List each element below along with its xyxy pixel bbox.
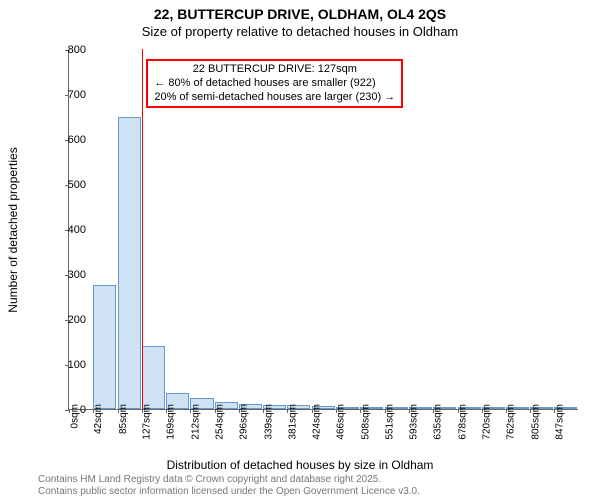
annotation-line-3: 20% of semi-detached houses are larger (… (154, 91, 395, 105)
x-tick-label: 381sqm (287, 404, 298, 440)
x-tick-label: 424sqm (312, 404, 323, 440)
y-tick-label: 500 (46, 179, 86, 191)
y-tick-label: 100 (46, 359, 86, 371)
x-tick-label: 296sqm (239, 404, 250, 440)
x-tick-label: 466sqm (336, 404, 347, 440)
annotation-box: 22 BUTTERCUP DRIVE: 127sqm← 80% of detac… (146, 59, 403, 108)
chart-title-main: 22, BUTTERCUP DRIVE, OLDHAM, OL4 2QS (0, 6, 600, 22)
x-axis-label: Distribution of detached houses by size … (0, 458, 600, 472)
y-tick-label: 700 (46, 89, 86, 101)
chart-title-sub: Size of property relative to detached ho… (0, 24, 600, 39)
y-tick-label: 400 (46, 224, 86, 236)
x-tick-label: 762sqm (506, 404, 517, 440)
x-tick-label: 678sqm (458, 404, 469, 440)
chart-plot-area: 0sqm42sqm85sqm127sqm169sqm212sqm254sqm29… (68, 50, 578, 410)
y-tick-label: 600 (46, 134, 86, 146)
chart-title-block: 22, BUTTERCUP DRIVE, OLDHAM, OL4 2QS Siz… (0, 0, 600, 39)
annotation-line-2: ← 80% of detached houses are smaller (92… (154, 77, 395, 91)
x-tick-label: 254sqm (215, 404, 226, 440)
x-tick-label: 720sqm (482, 404, 493, 440)
histogram-bar (118, 117, 141, 410)
x-tick-label: 85sqm (118, 404, 129, 434)
x-tick-label: 339sqm (263, 404, 274, 440)
highlight-line (142, 49, 143, 409)
y-axis-label: Number of detached properties (6, 147, 20, 312)
footer-line-1: Contains HM Land Registry data © Crown c… (38, 474, 420, 486)
histogram-bar (142, 346, 165, 409)
x-tick-label: 508sqm (360, 404, 371, 440)
y-tick-label: 200 (46, 314, 86, 326)
x-tick-label: 593sqm (409, 404, 420, 440)
x-tick-label: 127sqm (142, 404, 153, 440)
x-tick-label: 551sqm (385, 404, 396, 440)
histogram-bar (93, 285, 116, 409)
y-tick-label: 800 (46, 44, 86, 56)
x-tick-label: 169sqm (166, 404, 177, 440)
annotation-line-1: 22 BUTTERCUP DRIVE: 127sqm (154, 63, 395, 77)
x-tick-label: 635sqm (433, 404, 444, 440)
x-tick-label: 42sqm (93, 404, 104, 434)
y-tick-label: 300 (46, 269, 86, 281)
x-tick-label: 805sqm (530, 404, 541, 440)
y-tick-label: 0 (46, 404, 86, 416)
footer-attribution: Contains HM Land Registry data © Crown c… (38, 474, 420, 498)
x-tick-label: 212sqm (190, 404, 201, 440)
x-tick-label: 847sqm (554, 404, 565, 440)
footer-line-2: Contains public sector information licen… (38, 486, 420, 498)
